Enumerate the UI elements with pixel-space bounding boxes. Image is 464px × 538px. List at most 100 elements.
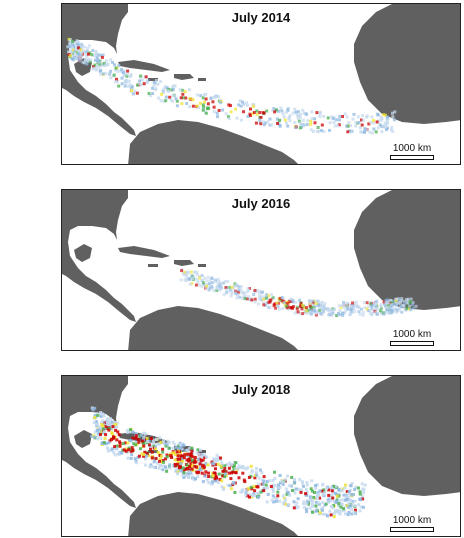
density-cell (152, 460, 156, 464)
density-cell (264, 483, 268, 487)
density-cell (347, 510, 351, 514)
density-cell (310, 500, 314, 504)
density-cell (91, 49, 95, 53)
density-cell (385, 301, 389, 305)
density-cell (361, 505, 365, 509)
density-cell (349, 130, 353, 134)
density-cell (332, 515, 336, 519)
density-cell (189, 462, 193, 466)
density-cell (412, 306, 416, 310)
density-cell (257, 482, 261, 486)
density-cell (99, 426, 103, 430)
density-cell (282, 301, 286, 305)
density-cell (161, 441, 165, 445)
density-cell (289, 484, 293, 488)
density-cell (164, 465, 167, 469)
density-cell (267, 294, 271, 298)
density-cell (95, 412, 99, 416)
density-cell (326, 308, 330, 312)
density-cell (207, 288, 211, 292)
density-cell (233, 282, 237, 286)
density-cell (133, 457, 137, 461)
density-cell (361, 497, 365, 501)
density-cell (182, 471, 186, 475)
density-cell (213, 479, 217, 483)
density-cell (307, 311, 311, 315)
density-cell (376, 307, 380, 311)
density-cell (71, 40, 75, 44)
density-cell (278, 119, 281, 122)
density-cell (246, 494, 249, 498)
density-cell (312, 303, 315, 307)
density-cell (201, 108, 205, 112)
density-cell (305, 112, 309, 116)
density-cell (96, 437, 99, 441)
density-cell (204, 462, 208, 466)
density-cell (342, 508, 346, 512)
density-cell (212, 471, 216, 475)
density-cell (344, 483, 348, 487)
density-cell (348, 129, 352, 133)
density-cell (389, 128, 393, 132)
density-cell (250, 298, 254, 302)
density-cell (220, 485, 224, 489)
density-cell (118, 440, 122, 444)
density-cell (140, 452, 144, 456)
density-cell (387, 308, 391, 312)
density-cell (259, 298, 263, 302)
density-cell (105, 442, 109, 446)
density-cell (198, 283, 201, 287)
density-cell (328, 509, 332, 513)
density-cell (334, 509, 338, 513)
density-cell (201, 103, 205, 107)
density-cell (159, 99, 163, 103)
density-cell (352, 112, 356, 116)
density-cell (134, 459, 138, 463)
density-cell (123, 84, 127, 88)
density-cell (228, 463, 232, 467)
density-cell (264, 303, 267, 307)
density-cell (129, 439, 133, 443)
density-cell (114, 425, 118, 429)
density-cell (171, 93, 175, 97)
density-cell (174, 452, 177, 456)
density-cell (384, 128, 388, 132)
density-cell (99, 433, 102, 437)
density-cell (71, 58, 75, 62)
density-cell (242, 102, 246, 106)
density-cell (220, 479, 224, 483)
density-cell (393, 110, 397, 114)
density-cell (216, 462, 220, 466)
density-cell (230, 290, 234, 294)
density-cell (71, 55, 75, 59)
density-cell (341, 314, 345, 317)
density-cell (370, 131, 374, 135)
density-cell (78, 45, 82, 49)
density-cell (367, 309, 371, 313)
density-cell (331, 496, 335, 500)
density-cell (147, 443, 151, 447)
density-cell (90, 434, 94, 438)
density-cell (296, 305, 299, 309)
density-cell (173, 94, 177, 98)
density-cell (113, 68, 117, 72)
density-cell (150, 456, 154, 460)
density-cell (104, 63, 108, 67)
density-cell (95, 56, 99, 60)
density-cell (287, 115, 291, 119)
density-cell (170, 88, 174, 92)
density-cell (67, 37, 71, 41)
density-cell (197, 470, 201, 474)
density-cell (132, 442, 136, 446)
density-cell (225, 463, 229, 467)
density-cell (268, 117, 272, 121)
density-cell (107, 420, 111, 424)
density-cell (137, 454, 141, 458)
density-cell (322, 512, 325, 516)
density-cell (191, 104, 195, 108)
density-cell (338, 309, 342, 313)
density-cell (308, 506, 312, 510)
density-cell (188, 456, 192, 459)
density-cell (322, 114, 326, 118)
scale-bar-line (390, 155, 434, 160)
